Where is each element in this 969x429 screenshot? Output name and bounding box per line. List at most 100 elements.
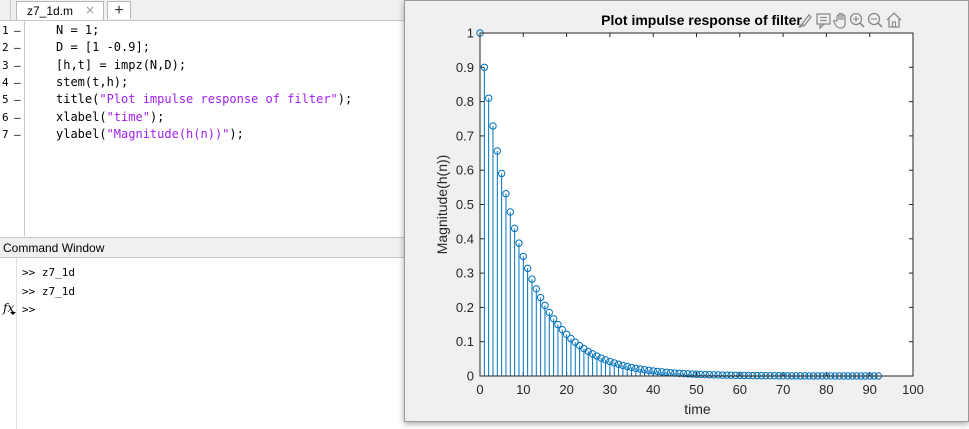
tab-z7-1d[interactable]: z7_1d.m × [16, 1, 104, 20]
stem-marker[interactable] [723, 371, 731, 379]
stem-marker[interactable] [558, 325, 566, 334]
axes-background[interactable] [480, 33, 913, 376]
string-literal: "Magnitude(h(n))" [106, 126, 230, 141]
line-number: 3 [2, 58, 9, 72]
line-number: 7 [2, 127, 9, 141]
stem-marker[interactable] [528, 275, 536, 283]
stem-marker[interactable] [502, 190, 510, 198]
breakpoint-marker[interactable]: – [14, 127, 21, 141]
command-window-gutter [0, 258, 17, 429]
stem-marker[interactable] [480, 63, 489, 72]
stem-marker[interactable] [554, 320, 562, 329]
y-tick-label: 0 [467, 369, 474, 384]
command-prompt[interactable]: >> [22, 303, 36, 316]
data-tips-icon[interactable] [816, 13, 831, 29]
stem-marker[interactable] [692, 370, 701, 378]
stem-marker[interactable] [484, 94, 493, 102]
stem-marker[interactable] [489, 122, 497, 130]
stem-marker[interactable] [510, 224, 519, 233]
brush-icon[interactable] [798, 14, 812, 28]
stem-marker[interactable] [688, 370, 696, 378]
code-line[interactable]: 2– D = [1 -0.9]; [0, 39, 969, 56]
stem-marker[interactable] [640, 366, 649, 374]
stem-marker[interactable] [636, 365, 644, 373]
home-icon[interactable] [886, 12, 902, 28]
figure-window[interactable]: 0 10 20 30 40 50 60 70 80 90 100 0 0.1 0.2 0.3 0.4 0.5 0.… [404, 0, 969, 422]
breakpoint-marker[interactable]: – [14, 110, 21, 124]
stem-marker[interactable] [545, 308, 553, 317]
stem-marker[interactable] [697, 370, 705, 379]
stem-marker[interactable] [493, 147, 502, 155]
code-line[interactable]: 5– title("Plot impulse response of filter… [0, 91, 969, 108]
stem-marker[interactable] [601, 356, 610, 364]
stem-marker[interactable] [606, 357, 614, 366]
stem-marker[interactable] [744, 371, 753, 380]
line-number: 6 [2, 110, 9, 124]
stem-marker[interactable] [649, 367, 657, 375]
add-tab-button[interactable]: + [107, 1, 131, 19]
x-tick-label: 90 [862, 382, 876, 397]
stem-marker[interactable] [593, 352, 601, 360]
stem-marker[interactable] [679, 369, 688, 378]
x-tick-label: 10 [516, 382, 530, 397]
stem-marker[interactable] [536, 293, 545, 302]
breakpoint-marker[interactable]: – [14, 24, 21, 37]
stem-marker[interactable] [627, 363, 636, 372]
stem-marker[interactable] [549, 315, 558, 323]
stem-marker[interactable] [541, 301, 549, 310]
stem-marker[interactable] [597, 354, 605, 362]
code-line[interactable]: 4– stem(t,h); [0, 74, 969, 91]
stem-marker[interactable] [684, 370, 692, 378]
breakpoint-marker[interactable]: – [14, 93, 21, 107]
stem-marker[interactable] [727, 371, 735, 379]
breakpoint-marker[interactable]: – [14, 41, 21, 55]
stem-marker[interactable] [614, 360, 623, 368]
stem-marker[interactable] [567, 334, 575, 343]
y-tick-label: 0.5 [456, 197, 474, 212]
stem-marker[interactable] [718, 371, 727, 379]
stem-marker[interactable] [740, 371, 748, 380]
stem-marker[interactable] [632, 364, 640, 372]
stem-marker[interactable] [653, 367, 662, 376]
pan-hand-icon[interactable] [832, 12, 846, 29]
code-line[interactable]: 1– N = 1; [0, 22, 969, 39]
stem-marker[interactable] [610, 359, 618, 367]
stem-plot[interactable]: 0 10 20 30 40 50 60 70 80 90 100 0 0.1 0.2 0.3 0.4 0.5 0.… [405, 1, 968, 421]
code-text: title("Plot impulse response of filter")… [56, 92, 353, 107]
stem-marker[interactable] [519, 252, 528, 261]
stem-marker[interactable] [584, 347, 592, 356]
y-tick-label: 0.1 [456, 334, 474, 349]
stem-marker[interactable] [731, 371, 740, 380]
close-icon[interactable]: × [85, 3, 96, 17]
code-line[interactable]: 7– ylabel("Magnitude(h(n))"); [0, 126, 969, 143]
stem-marker[interactable] [619, 361, 627, 370]
stem-marker[interactable] [658, 368, 666, 376]
breakpoint-marker[interactable]: – [14, 75, 21, 89]
stem-marker[interactable] [662, 368, 670, 376]
stem-marker[interactable] [623, 362, 631, 371]
code-line[interactable]: 3– [h,t] = impz(N,D); [0, 57, 969, 74]
command-history-line: >> z7_1d [22, 266, 75, 279]
stem-marker[interactable] [736, 371, 744, 380]
code-text: stem(t,h); [56, 74, 129, 89]
zoom-out-icon[interactable] [867, 12, 883, 28]
stem-marker[interactable] [497, 169, 506, 178]
stem-marker[interactable] [562, 330, 571, 338]
stem-marker[interactable] [532, 285, 540, 293]
stem-marker[interactable] [506, 208, 515, 216]
stem-marker[interactable] [710, 371, 718, 379]
stem-marker[interactable] [515, 239, 523, 247]
stem-marker[interactable] [588, 350, 597, 358]
stem-marker[interactable] [701, 370, 709, 379]
stem-marker[interactable] [645, 366, 653, 375]
axes-toolbar [798, 12, 902, 29]
code-text: [h,t] = impz(N,D); [56, 57, 187, 72]
function-browser-icon[interactable]: fx [3, 301, 15, 315]
stem-marker[interactable] [523, 264, 532, 273]
function-browser-arrow-icon[interactable] [10, 312, 16, 315]
breakpoint-marker[interactable]: – [14, 58, 21, 72]
stem-marker[interactable] [705, 370, 714, 379]
stem-marker[interactable] [714, 371, 722, 379]
code-line[interactable]: 6– xlabel("time"); [0, 109, 969, 126]
zoom-in-icon[interactable] [849, 12, 865, 28]
